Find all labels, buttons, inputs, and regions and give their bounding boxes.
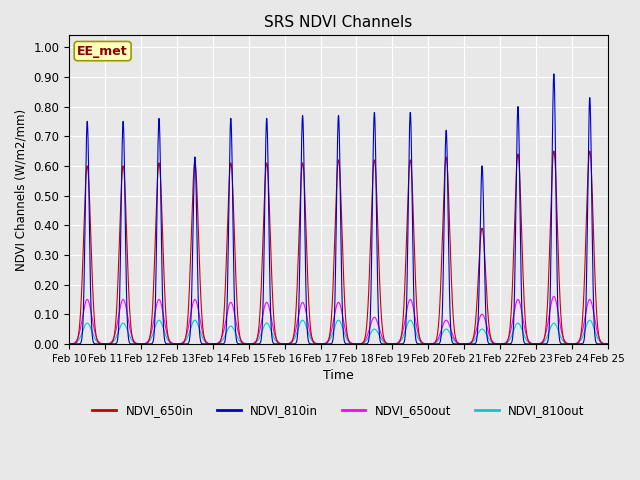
Title: SRS NDVI Channels: SRS NDVI Channels bbox=[264, 15, 413, 30]
Legend: NDVI_650in, NDVI_810in, NDVI_650out, NDVI_810out: NDVI_650in, NDVI_810in, NDVI_650out, NDV… bbox=[88, 399, 589, 421]
Text: EE_met: EE_met bbox=[77, 45, 128, 58]
X-axis label: Time: Time bbox=[323, 369, 354, 382]
Y-axis label: NDVI Channels (W/m2/mm): NDVI Channels (W/m2/mm) bbox=[15, 108, 28, 271]
